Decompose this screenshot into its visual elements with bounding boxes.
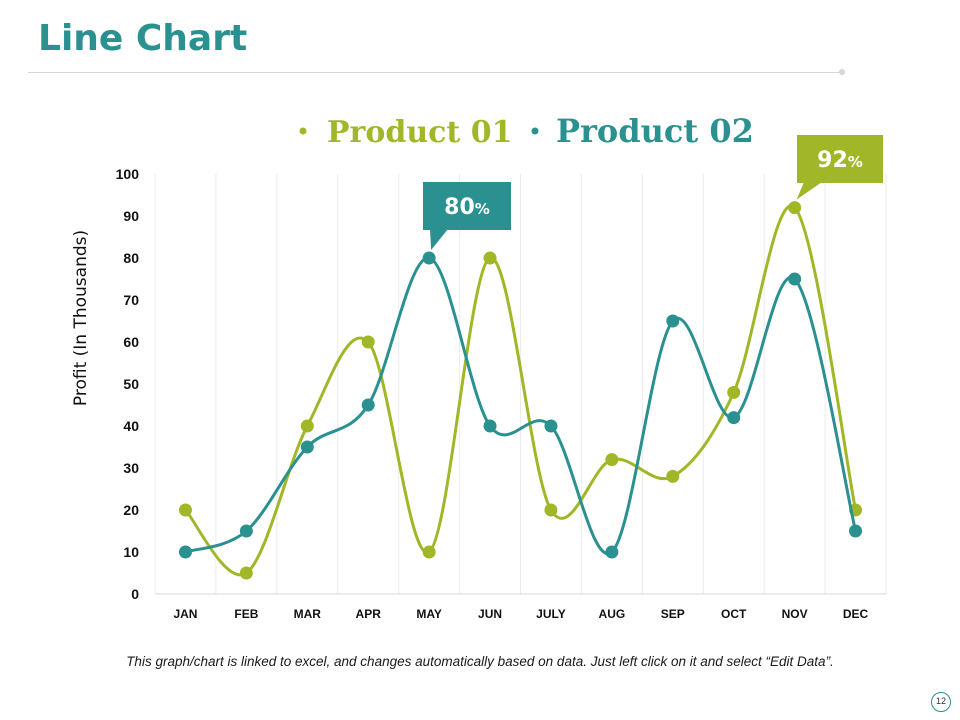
x-tick-label: AUG — [599, 607, 626, 621]
x-tick-label: APR — [356, 607, 382, 621]
data-point-product-02 — [788, 272, 802, 286]
y-tick-label: 100 — [116, 166, 140, 182]
y-tick-label: 90 — [123, 208, 139, 224]
x-tick-label: MAY — [416, 607, 442, 621]
data-point-product-02 — [361, 398, 375, 412]
x-tick-label: FEB — [234, 607, 258, 621]
data-point-product-02 — [300, 440, 314, 454]
y-tick-label: 30 — [123, 460, 139, 476]
callout-label-product-02: 80% — [444, 195, 490, 220]
x-tick-label: DEC — [843, 607, 869, 621]
callout-pointer-product-02 — [430, 229, 448, 250]
footnote-text: This graph/chart is linked to excel, and… — [126, 654, 834, 669]
data-point-product-02 — [727, 411, 741, 425]
data-point-product-01 — [483, 251, 497, 265]
callout-unit: % — [848, 153, 863, 171]
chart-callouts: 80%92% — [423, 135, 883, 250]
data-point-product-01 — [422, 545, 436, 559]
title-divider — [28, 72, 842, 73]
y-axis-title: Profit (In Thousands) — [71, 230, 91, 406]
chart-axes: 0 10 20 30 40 50 60 70 80 90 100 JAN FEB MAR APR MAY JUN… — [71, 166, 886, 621]
y-tick-label: 50 — [123, 376, 139, 392]
x-tick-label: JUN — [478, 607, 502, 621]
x-tick-label: JAN — [173, 607, 197, 621]
callout-box-product-01 — [797, 135, 883, 183]
data-point-product-02 — [849, 524, 863, 538]
chart-series — [178, 201, 863, 580]
x-tick-label: JULY — [536, 607, 566, 621]
y-tick-label: 60 — [123, 334, 139, 350]
data-point-product-02 — [605, 545, 619, 559]
y-tick-label: 10 — [123, 544, 139, 560]
data-point-product-01 — [544, 503, 558, 517]
page-title: Line Chart — [38, 18, 248, 59]
page-number-badge: 12 — [931, 692, 951, 712]
x-tick-label: NOV — [782, 607, 808, 621]
legend-marker-product-02 — [531, 127, 539, 135]
callout-pointer-product-01 — [796, 182, 822, 200]
y-tick-label: 0 — [131, 586, 139, 602]
x-tick-label: SEP — [661, 607, 685, 621]
x-tick-label: MAR — [294, 607, 322, 621]
data-point-product-01 — [727, 385, 741, 399]
title-divider-dot — [839, 69, 845, 75]
legend-label-product-02: Product 02 — [556, 112, 754, 150]
x-tick-label: OCT — [721, 607, 747, 621]
data-point-product-02 — [666, 314, 680, 328]
callout-value: 92 — [817, 148, 848, 173]
data-point-product-01 — [666, 469, 680, 483]
data-point-product-01 — [239, 566, 253, 580]
y-tick-label: 40 — [123, 418, 139, 434]
callout-value: 80 — [444, 195, 475, 220]
callout-unit: % — [475, 200, 490, 218]
y-tick-label: 80 — [123, 250, 139, 266]
data-point-product-01 — [788, 201, 802, 215]
chart-gridlines — [154, 174, 887, 594]
data-point-product-01 — [605, 453, 619, 467]
legend-label-product-01: Product 01 — [327, 115, 512, 150]
data-point-product-01 — [361, 335, 375, 349]
data-point-product-02 — [422, 251, 436, 265]
legend-marker-product-01 — [299, 127, 307, 135]
series-line-product-02 — [184, 256, 858, 556]
data-point-product-01 — [300, 419, 314, 433]
data-point-product-02 — [178, 545, 192, 559]
chart-legend: Product 01 Product 02 — [299, 112, 754, 150]
y-tick-label: 70 — [123, 292, 139, 308]
data-point-product-02 — [483, 419, 497, 433]
data-point-product-01 — [178, 503, 192, 517]
callout-box-product-02 — [423, 182, 511, 230]
y-tick-label: 20 — [123, 502, 139, 518]
data-point-product-02 — [239, 524, 253, 538]
callout-label-product-01: 92% — [817, 148, 863, 173]
data-point-product-02 — [544, 419, 558, 433]
